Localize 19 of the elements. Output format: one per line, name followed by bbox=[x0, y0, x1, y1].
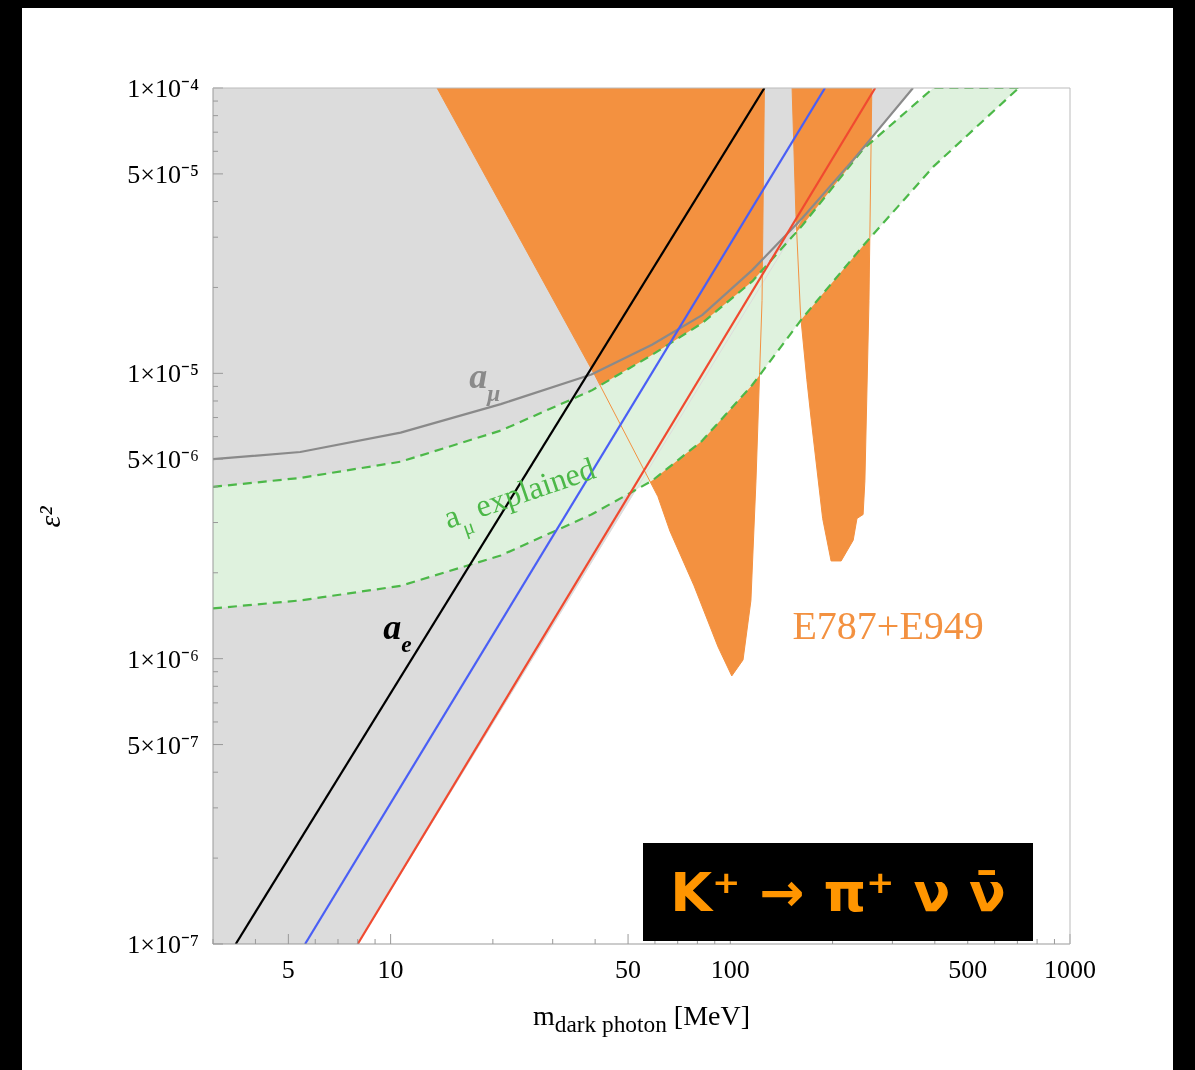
y-tick-label: 5×10⁻⁷ bbox=[127, 730, 199, 760]
x-tick-label: 1000 bbox=[1044, 955, 1096, 984]
y-tick-label: 1×10⁻⁷ bbox=[127, 930, 199, 959]
series-label: E787+E949 bbox=[792, 602, 984, 648]
x-tick-label: 10 bbox=[377, 955, 404, 984]
x-axis-title: m$_{dark photon}$ [MeV] bbox=[531, 1000, 752, 1038]
x-tick-label: 500 bbox=[948, 955, 988, 984]
x-tick-label: 50 bbox=[615, 955, 642, 984]
annotation: K⁺ → π⁺ ν ν̄ bbox=[643, 843, 1033, 941]
y-tick-label: 5×10⁻⁵ bbox=[127, 159, 199, 189]
x-tick-label: 100 bbox=[710, 955, 750, 984]
y-axis-title: ε² bbox=[33, 505, 67, 530]
series-label: a$_{e}$ bbox=[383, 607, 412, 658]
x-tick-label: 5 bbox=[281, 955, 295, 984]
series-label: a$_{μ}$ bbox=[469, 356, 501, 407]
y-tick-label: 1×10⁻⁵ bbox=[127, 359, 199, 389]
y-tick-label: 5×10⁻⁶ bbox=[127, 445, 199, 475]
y-tick-label: 1×10⁻⁶ bbox=[127, 644, 199, 674]
y-tick-label: 1×10⁻⁴ bbox=[127, 74, 199, 103]
